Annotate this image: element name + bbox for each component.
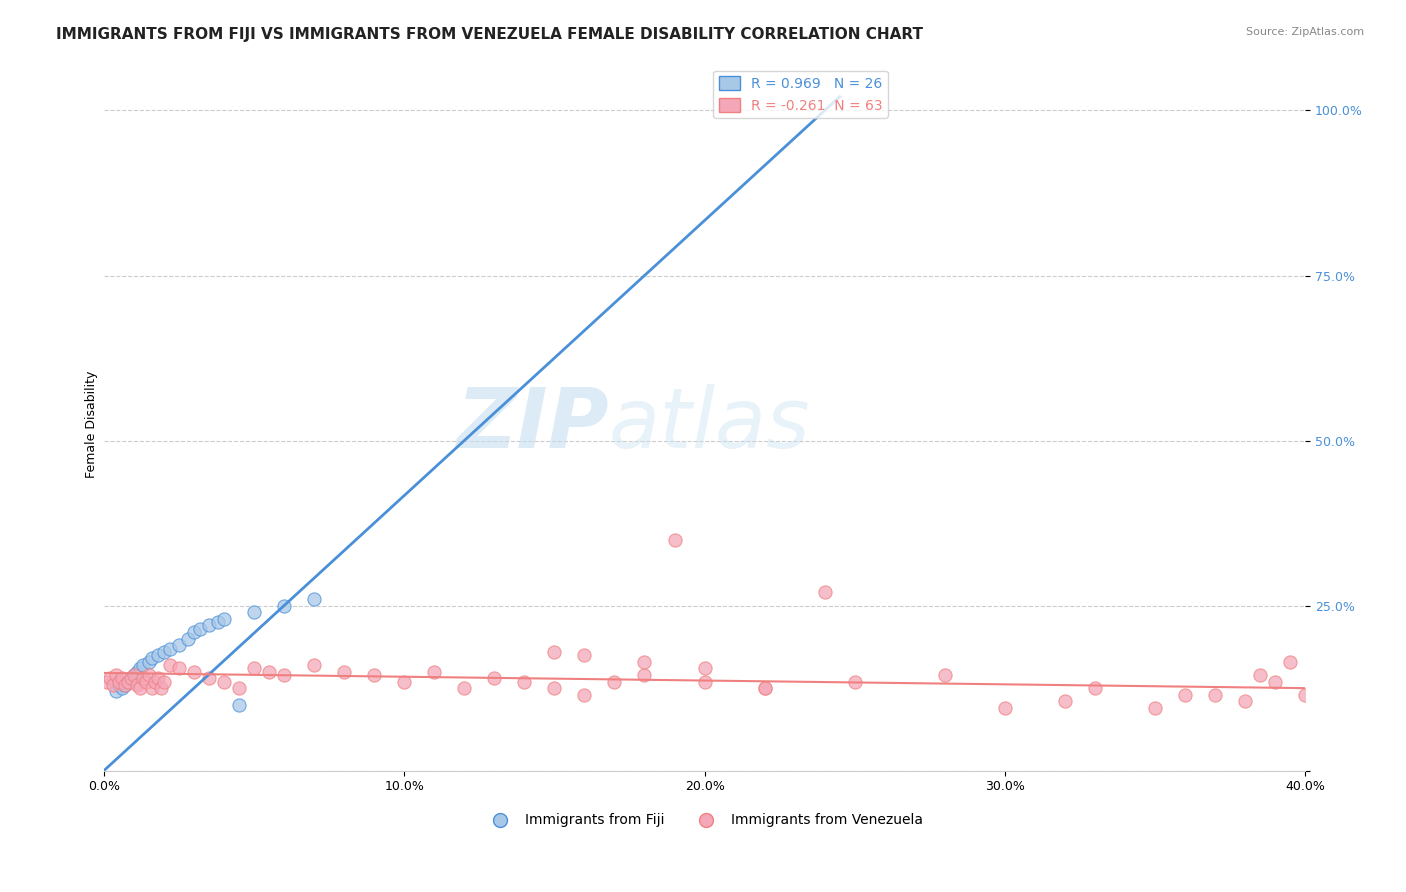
Point [844, 674, 866, 689]
Point [814, 585, 837, 599]
Point [754, 681, 776, 695]
Point [1249, 668, 1271, 682]
Point [153, 645, 176, 659]
Point [141, 651, 163, 665]
Point [603, 674, 626, 689]
Point [198, 618, 221, 632]
Point [138, 655, 160, 669]
Point [117, 674, 139, 689]
Text: Source: ZipAtlas.com: Source: ZipAtlas.com [1246, 27, 1364, 37]
Point [122, 668, 145, 682]
Point [228, 681, 250, 695]
Point [111, 671, 134, 685]
Point [1053, 694, 1076, 708]
Point [333, 665, 356, 679]
Point [633, 668, 655, 682]
Point [693, 674, 716, 689]
Point [132, 658, 155, 673]
Point [101, 678, 124, 692]
Point [167, 661, 190, 675]
Point [243, 661, 266, 675]
Point [754, 681, 776, 695]
Point [228, 698, 250, 712]
Point [183, 625, 205, 640]
Point [129, 661, 152, 675]
Point [934, 668, 956, 682]
Point [188, 622, 211, 636]
Point [143, 674, 166, 689]
Point [1264, 674, 1286, 689]
Text: IMMIGRANTS FROM FIJI VS IMMIGRANTS FROM VENEZUELA FEMALE DISABILITY CORRELATION : IMMIGRANTS FROM FIJI VS IMMIGRANTS FROM … [56, 27, 924, 42]
Point [392, 674, 415, 689]
Point [98, 671, 121, 685]
Y-axis label: Female Disability: Female Disability [86, 370, 98, 478]
Point [108, 678, 131, 692]
Point [633, 655, 655, 669]
Point [120, 671, 142, 685]
Point [423, 665, 446, 679]
Point [1279, 655, 1302, 669]
Point [302, 592, 325, 607]
Point [543, 681, 565, 695]
Point [125, 665, 148, 679]
Point [167, 638, 190, 652]
Text: atlas: atlas [609, 384, 810, 465]
Point [273, 668, 295, 682]
Point [574, 688, 596, 702]
Point [513, 674, 536, 689]
Point [132, 671, 155, 685]
Point [149, 681, 172, 695]
Point [114, 678, 136, 692]
Point [159, 658, 181, 673]
Point [104, 684, 127, 698]
Point [120, 671, 142, 685]
Point [664, 533, 686, 547]
Point [574, 648, 596, 662]
Point [114, 678, 136, 692]
Point [693, 661, 716, 675]
Point [1204, 688, 1226, 702]
Point [212, 674, 235, 689]
Point [207, 615, 229, 629]
Point [146, 671, 169, 685]
Point [108, 674, 131, 689]
Point [122, 668, 145, 682]
Point [159, 641, 181, 656]
Point [484, 671, 506, 685]
Point [1294, 688, 1316, 702]
Point [117, 674, 139, 689]
Point [1234, 694, 1257, 708]
Text: ZIP: ZIP [456, 384, 609, 465]
Point [138, 668, 160, 682]
Point [1144, 701, 1167, 715]
Legend: Immigrants from Fiji, Immigrants from Venezuela: Immigrants from Fiji, Immigrants from Ve… [481, 808, 928, 833]
Point [212, 612, 235, 626]
Point [363, 668, 385, 682]
Point [1084, 681, 1107, 695]
Point [146, 648, 169, 662]
Point [243, 605, 266, 619]
Point [257, 665, 280, 679]
Point [111, 681, 134, 695]
Point [153, 674, 176, 689]
Point [198, 671, 221, 685]
Point [129, 681, 152, 695]
Point [183, 665, 205, 679]
Point [125, 678, 148, 692]
Point [994, 701, 1017, 715]
Point [135, 674, 157, 689]
Point [141, 681, 163, 695]
Point [177, 632, 200, 646]
Point [302, 658, 325, 673]
Point [96, 674, 118, 689]
Point [1174, 688, 1197, 702]
Point [273, 599, 295, 613]
Point [453, 681, 475, 695]
Point [104, 668, 127, 682]
Point [543, 645, 565, 659]
